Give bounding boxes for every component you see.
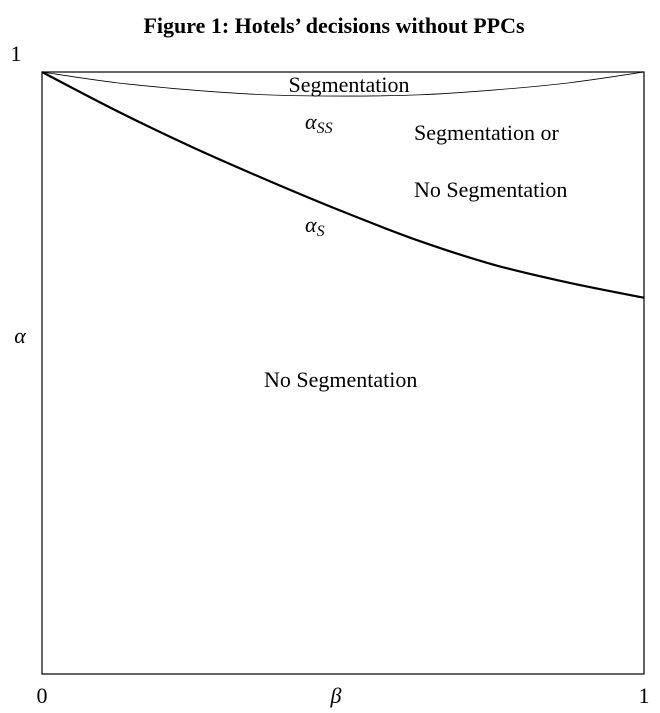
- series-label-base: α: [305, 109, 317, 134]
- series-label: αS: [305, 212, 325, 240]
- y-axis-label: α: [14, 323, 26, 348]
- x-tick-label: 1: [639, 683, 650, 708]
- series-label: αSS: [305, 109, 333, 137]
- x-tick-label: 0: [37, 683, 48, 708]
- line: [41, 71, 645, 97]
- line: [41, 71, 645, 299]
- x-axis-label: β: [330, 683, 342, 708]
- series-label-sub: S: [317, 223, 325, 240]
- annotation: Segmentation: [289, 72, 410, 97]
- y-tick-label: 1: [11, 41, 22, 66]
- annotation: No Segmentation: [414, 177, 567, 202]
- series-label-base: α: [305, 212, 317, 237]
- series-label-sub: SS: [317, 120, 333, 137]
- chart-title: Figure 1: Hotels’ decisions without PPCs: [143, 13, 525, 38]
- plot-frame: [41, 71, 645, 675]
- annotation: No Segmentation: [264, 367, 417, 392]
- annotation: Segmentation or: [414, 120, 559, 145]
